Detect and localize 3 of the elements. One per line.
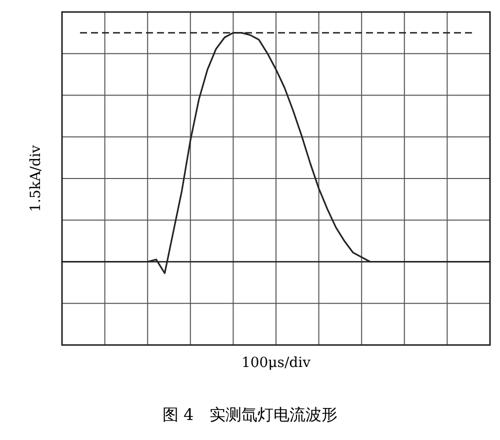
text: 100μs/div xyxy=(241,355,311,371)
y-axis-title: 1.5kA/div xyxy=(28,144,44,212)
text: 图 4 实测氙灯电流波形 xyxy=(162,405,338,424)
